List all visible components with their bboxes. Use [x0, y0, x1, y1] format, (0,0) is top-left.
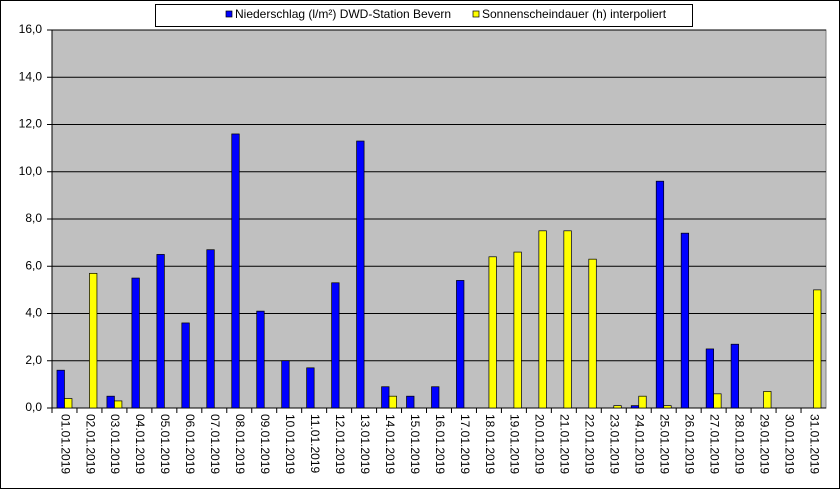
y-tick-label: 2,0	[25, 353, 42, 367]
x-tick-label: 01.01.2019	[58, 414, 72, 474]
bar	[630, 405, 640, 409]
x-tick-label: 03.01.2019	[108, 414, 122, 474]
y-tick-label: 10,0	[19, 164, 43, 178]
x-tick-label: 16.01.2019	[433, 414, 447, 474]
y-tick-label: 4,0	[25, 306, 42, 320]
x-tick-label: 04.01.2019	[133, 414, 147, 474]
x-tick-label: 23.01.2019	[608, 414, 622, 474]
bar	[663, 405, 672, 409]
bar	[513, 251, 522, 409]
legend-label: Niederschlag (l/m²) DWD-Station Bevern	[235, 7, 451, 21]
y-tick-label: 8,0	[25, 211, 42, 225]
x-tick-label: 22.01.2019	[583, 414, 597, 474]
bar	[563, 230, 572, 409]
x-tick-label: 05.01.2019	[158, 414, 172, 474]
x-tick-label: 14.01.2019	[383, 414, 397, 474]
x-tick-label: 25.01.2019	[658, 414, 672, 474]
x-tick-label: 09.01.2019	[258, 414, 272, 474]
bar	[705, 348, 714, 409]
bar	[256, 310, 265, 409]
bar	[655, 180, 665, 409]
bar	[114, 400, 123, 409]
legend	[155, 4, 693, 27]
bar	[56, 369, 65, 409]
y-tick-label: 16,0	[19, 22, 43, 36]
bar	[406, 395, 415, 409]
bar	[456, 280, 465, 409]
bar	[613, 405, 622, 409]
bar	[730, 343, 739, 409]
x-tick-label: 29.01.2019	[757, 414, 771, 474]
x-tick-label: 18.01.2019	[483, 414, 497, 474]
bar	[356, 140, 365, 409]
legend-swatch	[472, 10, 480, 18]
legend-label: Sonnenscheindauer (h) interpoliert	[482, 7, 667, 21]
bar	[131, 277, 140, 409]
x-tick-label: 27.01.2019	[707, 414, 721, 474]
x-tick-label: 30.01.2019	[782, 414, 796, 474]
x-tick-label: 10.01.2019	[283, 414, 297, 474]
legend-swatch	[225, 10, 233, 18]
bar	[381, 386, 390, 409]
bar	[89, 272, 98, 409]
x-tick-label: 26.01.2019	[683, 414, 697, 474]
bar	[813, 289, 822, 409]
bar	[231, 133, 240, 409]
x-tick-label: 08.01.2019	[233, 414, 247, 474]
x-tick-label: 28.01.2019	[732, 414, 746, 474]
bar	[538, 230, 547, 409]
bar	[488, 256, 497, 409]
bar	[713, 393, 722, 409]
bar	[680, 232, 690, 409]
bar	[638, 395, 647, 409]
x-tick-label: 12.01.2019	[333, 414, 347, 474]
x-tick-label: 13.01.2019	[358, 414, 372, 474]
y-tick-label: 0,0	[25, 400, 42, 414]
bar	[64, 398, 73, 409]
bar	[588, 258, 597, 409]
bar	[763, 391, 772, 409]
x-tick-label: 21.01.2019	[558, 414, 572, 474]
bar	[156, 254, 165, 409]
bar	[281, 360, 290, 409]
x-tick-label: 11.01.2019	[308, 414, 322, 473]
bar	[206, 249, 215, 409]
x-tick-label: 17.01.2019	[458, 414, 472, 474]
x-tick-label: 24.01.2019	[633, 414, 647, 474]
bar	[181, 322, 190, 409]
x-tick-label: 31.01.2019	[807, 414, 821, 474]
x-tick-label: 19.01.2019	[508, 414, 522, 474]
bar	[306, 367, 315, 409]
bar	[388, 395, 397, 409]
y-tick-label: 6,0	[25, 258, 42, 272]
x-tick-label: 20.01.2019	[533, 414, 547, 474]
bar	[431, 386, 440, 409]
x-tick-label: 07.01.2019	[208, 414, 222, 474]
bar	[331, 282, 340, 409]
x-tick-label: 15.01.2019	[408, 414, 422, 474]
bar	[106, 395, 115, 409]
y-tick-label: 12,0	[19, 117, 43, 131]
x-tick-label: 06.01.2019	[183, 414, 197, 474]
x-tick-label: 02.01.2019	[83, 414, 97, 474]
y-tick-label: 14,0	[19, 69, 43, 83]
